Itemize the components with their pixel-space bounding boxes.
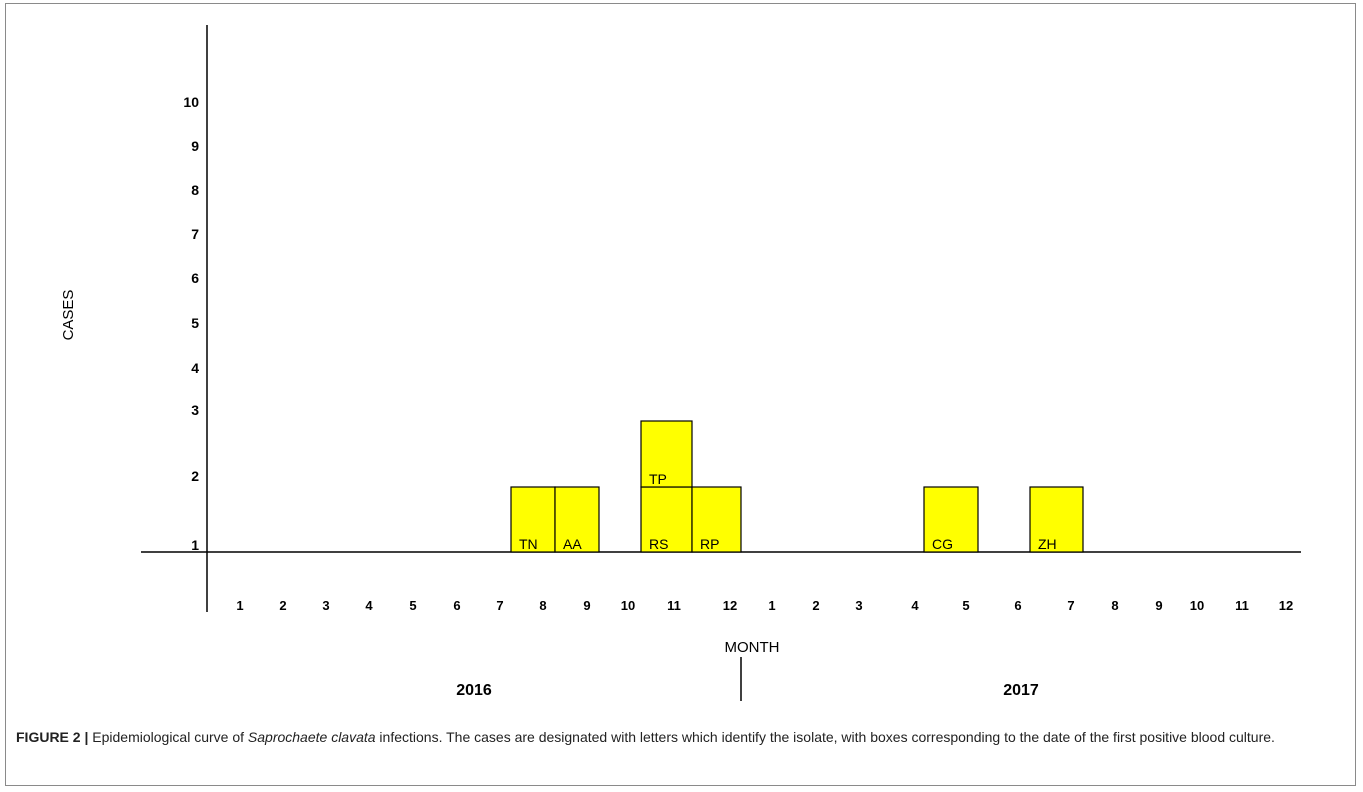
case-box-RP-rect [691, 486, 742, 553]
case-box-RS: RS [640, 486, 693, 553]
case-label-AA: AA [563, 536, 582, 552]
x-tick-2016-7: 7 [496, 598, 503, 613]
x-tick-2016-8: 8 [539, 598, 546, 613]
caption-text-before: Epidemiological curve of [88, 729, 248, 745]
y-tick-10: 10 [183, 94, 199, 110]
x-tick-2016-10: 10 [621, 598, 635, 613]
case-box-CG: CG [923, 486, 979, 553]
x-tick-2017-2: 2 [812, 598, 819, 613]
x-tick-2017-8: 8 [1111, 598, 1118, 613]
x-tick-labels: 1 2 3 4 5 6 7 8 9 10 11 12 1 2 3 4 5 6 7 8 9 10 11 12 [236, 598, 1293, 613]
case-box-TP: TP [640, 420, 693, 488]
case-box-AA-rect [554, 486, 600, 553]
caption-text-after: infections. The cases are designated wit… [375, 729, 1275, 745]
case-label-CG: CG [932, 536, 953, 552]
x-tick-2016-11: 11 [667, 598, 681, 613]
case-box-CG-rect [923, 486, 979, 553]
x-tick-2017-1: 1 [768, 598, 775, 613]
y-tick-9: 9 [191, 138, 199, 154]
y-tick-5: 5 [191, 315, 199, 331]
x-tick-2017-4: 4 [911, 598, 919, 613]
y-tick-4: 4 [191, 360, 199, 376]
case-boxes: TN AA RS TP RP CG ZH [510, 420, 1084, 553]
case-box-TN: TN [510, 486, 556, 553]
case-label-ZH: ZH [1038, 536, 1057, 552]
x-tick-2016-6: 6 [453, 598, 460, 613]
x-tick-2016-9: 9 [583, 598, 590, 613]
figure-frame [5, 3, 1356, 786]
caption-species: Saprochaete clavata [247, 729, 376, 745]
x-tick-2017-9: 9 [1155, 598, 1162, 613]
y-tick-7: 7 [191, 226, 199, 242]
y-axis-title: CASES [60, 290, 77, 341]
caption-label: FIGURE 2 | [16, 729, 89, 745]
x-tick-2016-4: 4 [365, 598, 373, 613]
x-tick-2017-5: 5 [962, 598, 969, 613]
x-tick-2017-12: 12 [1279, 598, 1293, 613]
y-tick-1: 1 [191, 537, 199, 553]
case-box-RP: RP [691, 486, 742, 553]
figure-caption: FIGURE 2 | Epidemiological curve of Sapr… [16, 727, 1346, 747]
x-tick-2016-2: 2 [279, 598, 286, 613]
x-tick-2017-7: 7 [1067, 598, 1074, 613]
y-tick-8: 8 [191, 182, 199, 198]
x-tick-2017-10: 10 [1190, 598, 1204, 613]
year-label-2017: 2017 [1003, 682, 1039, 699]
y-tick-6: 6 [191, 270, 199, 286]
x-tick-2016-1: 1 [236, 598, 243, 613]
case-box-TN-rect [510, 486, 556, 553]
y-tick-3: 3 [191, 402, 199, 418]
x-tick-2017-11: 11 [1235, 598, 1249, 613]
y-tick-labels: 1 2 3 4 5 6 7 8 9 10 [183, 94, 199, 553]
case-label-TN: TN [519, 536, 538, 552]
x-tick-2017-3: 3 [855, 598, 862, 613]
case-box-TP-rect [640, 420, 693, 488]
x-axis-title: MONTH [725, 639, 780, 656]
case-box-ZH-rect [1029, 486, 1084, 553]
y-tick-2: 2 [191, 468, 199, 484]
case-label-RP: RP [700, 536, 719, 552]
case-box-AA: AA [554, 486, 600, 553]
year-label-2016: 2016 [456, 682, 492, 699]
case-label-TP: TP [649, 471, 667, 487]
x-tick-2016-3: 3 [322, 598, 329, 613]
x-tick-2016-5: 5 [409, 598, 416, 613]
x-tick-2016-12: 12 [723, 598, 737, 613]
x-tick-2017-6: 6 [1014, 598, 1021, 613]
case-box-ZH: ZH [1029, 486, 1084, 553]
case-label-RS: RS [649, 536, 668, 552]
